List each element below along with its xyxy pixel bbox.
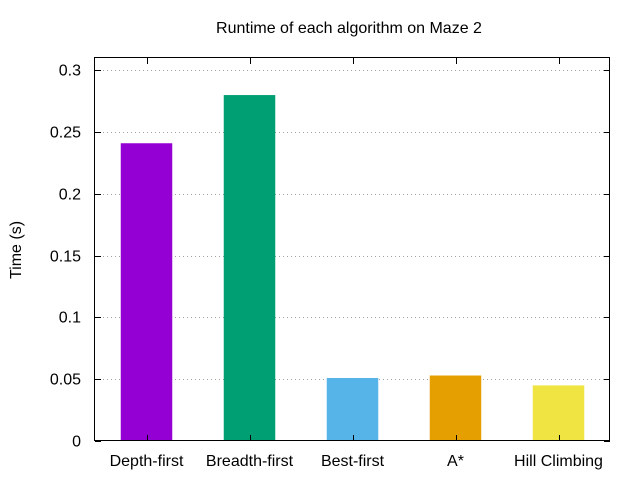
bars [120,95,585,441]
y-tick-label: 0.15 [50,249,81,266]
y-tick-labels: 0 0.05 0.1 0.15 0.2 0.25 0.3 [50,63,81,451]
x-tick-label: Depth-first [110,453,184,470]
y-tick-label: 0.3 [59,63,81,80]
y-tick-label: 0.05 [50,372,81,389]
x-tick-label: Hill Climbing [514,453,603,470]
chart-title: Runtime of each algorithm on Maze 2 [216,20,482,37]
x-tick-label: Best-first [321,453,385,470]
bar-a [429,375,482,441]
y-tick-label: 0.1 [59,310,81,327]
bar-breadth-first [223,95,276,441]
bar-hill-climbing [532,385,585,441]
bar-best-first [326,377,379,441]
x-tick-label: A* [447,453,464,470]
y-tick-label: 0.25 [50,125,81,142]
x-tick-labels: Depth-first Breadth-first Best-first A* Hill… [110,453,603,470]
x-tick-label: Breadth-first [206,453,294,470]
bar-depth-first [120,143,173,441]
y-tick-label: 0 [72,434,81,451]
plot-frame [94,57,610,441]
y-axis-label: Time (s) [8,221,25,279]
y-tick-label: 0.2 [59,187,81,204]
axis-ticks [95,58,610,442]
